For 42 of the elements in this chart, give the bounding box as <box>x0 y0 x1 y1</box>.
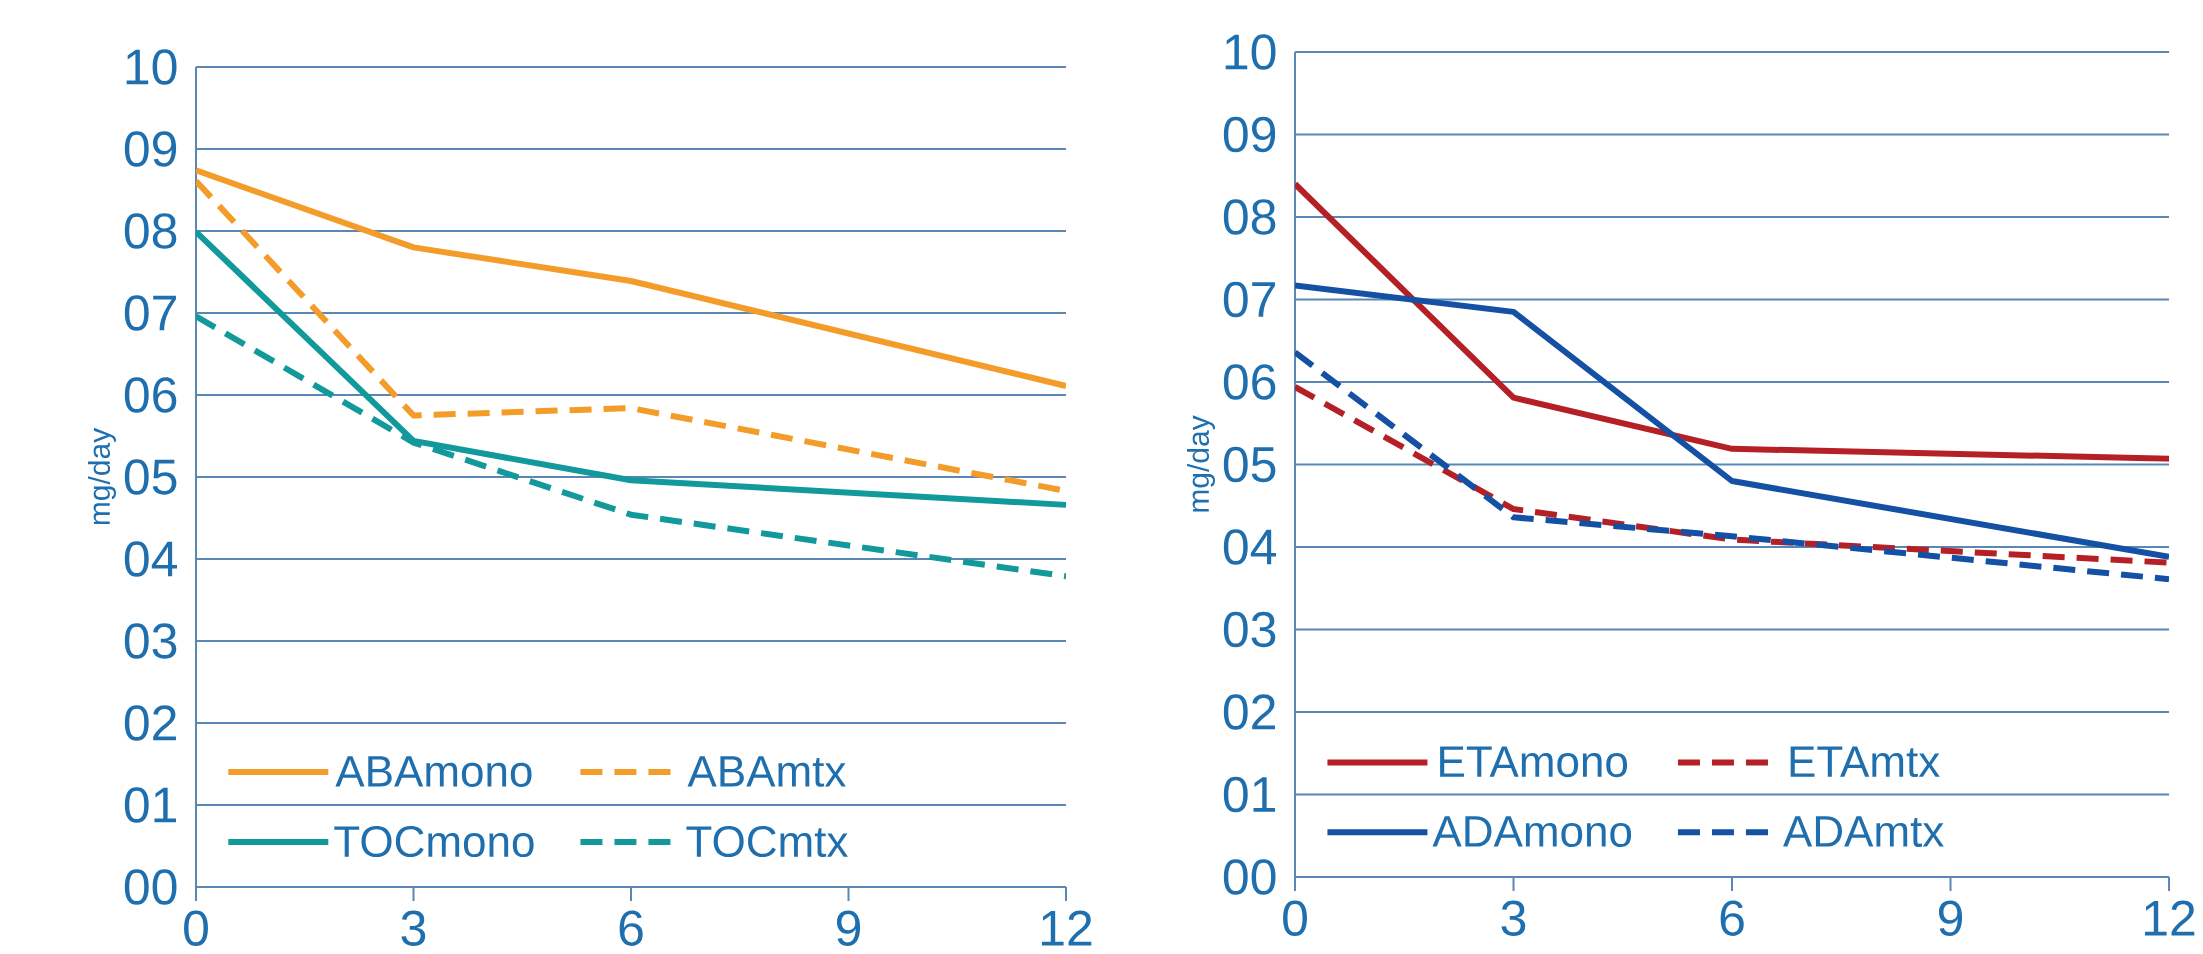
y-tick-label: 03 <box>1223 611 1276 648</box>
y-tick-label: 04 <box>1223 529 1277 565</box>
legend-label: ADAmtx <box>1783 816 1944 847</box>
x-tick-label: 3 <box>401 910 426 946</box>
y-tick-label: 02 <box>1223 694 1275 730</box>
legend-label: TOCmono <box>334 825 534 858</box>
y-tick-label: 00 <box>124 869 177 905</box>
legend-label: ETAmono <box>1440 746 1628 778</box>
x-tick-label: 9 <box>836 910 861 946</box>
x-tick-label: 6 <box>1720 900 1744 936</box>
y-tick-label: 05 <box>124 459 177 495</box>
legend-label: ETAmtx <box>1790 746 1940 778</box>
y-tick-label: 03 <box>124 623 177 659</box>
y-tick-label: 00 <box>1223 859 1276 895</box>
y-tick-label: 01 <box>124 787 177 823</box>
legend-label: ADAmono <box>1432 816 1632 847</box>
y-tick-label: 08 <box>1223 199 1276 235</box>
legend-label: ABAmtx <box>687 756 846 787</box>
legend-label: TOCmtx <box>686 825 848 858</box>
x-tick-label: 12 <box>1042 910 1092 946</box>
y-tick-label: 06 <box>124 377 177 413</box>
y-tick-label: 02 <box>124 705 176 741</box>
y-axis-title: mg/day <box>1187 415 1215 512</box>
x-tick-label: 6 <box>619 910 643 946</box>
legend-label: ABAmono <box>335 756 532 787</box>
x-tick-label: 3 <box>1501 900 1526 936</box>
y-tick-label: 05 <box>1223 446 1276 483</box>
y-tick-label: 10 <box>1225 34 1276 70</box>
y-tick-label: 04 <box>124 541 178 577</box>
x-tick-label: 0 <box>1283 900 1307 936</box>
y-axis-title: mg/day <box>88 427 116 525</box>
x-tick-label: 12 <box>2145 900 2195 936</box>
y-tick-label: 10 <box>126 49 177 85</box>
y-tick-label: 07 <box>124 295 176 331</box>
y-tick-label: 07 <box>1223 281 1275 318</box>
y-tick-label: 08 <box>124 213 177 249</box>
y-tick-label: 09 <box>124 131 177 167</box>
y-tick-label: 06 <box>1223 364 1276 400</box>
y-tick-label: 01 <box>1223 776 1276 813</box>
y-tick-label: 09 <box>1223 116 1276 153</box>
x-tick-label: 0 <box>184 910 208 946</box>
x-tick-label: 9 <box>1938 900 1963 936</box>
